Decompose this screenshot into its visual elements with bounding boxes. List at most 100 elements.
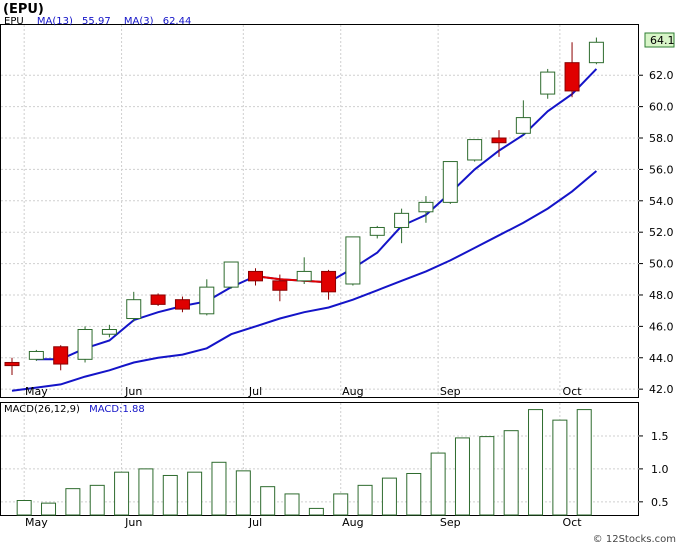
- macd-bar: [16, 500, 32, 516]
- ma3-layer: [36, 68, 598, 361]
- macd-y-tick-label: 1.5: [651, 430, 669, 443]
- price-y-tick-label: 54.0: [649, 195, 674, 208]
- price-y-tick-label: 52.0: [649, 226, 674, 239]
- candle: [248, 268, 263, 286]
- price-y-tick-label: 56.0: [649, 163, 674, 176]
- price-x-tick-label: Oct: [563, 385, 583, 398]
- price-x-tick-label: Sep: [440, 385, 461, 398]
- macd-bar: [89, 484, 105, 516]
- candle-layer: [4, 37, 604, 376]
- macd-bar: [357, 484, 373, 516]
- legend-ma13-value: 55.97: [82, 16, 111, 27]
- price-x-axis: May Jun Jul Aug Sep Oct: [25, 385, 582, 398]
- candle-body-up: [394, 212, 410, 228]
- legend-ticker: EPU: [4, 16, 24, 27]
- legend-ma3-label: MA(3): [124, 16, 154, 27]
- last-price-value: 64.1: [650, 34, 675, 47]
- candle: [296, 257, 312, 284]
- candle-body-up: [540, 71, 556, 95]
- macd-value: MACD:1.88: [89, 404, 145, 415]
- macd-y-axis: 0.5 1.0 1.5: [639, 430, 669, 509]
- candle-body-down: [491, 137, 507, 144]
- candle: [53, 345, 69, 371]
- macd-x-tick-label: Sep: [440, 516, 461, 529]
- ma13-line: [11, 170, 598, 392]
- candle-body-up: [515, 117, 531, 134]
- candle: [199, 279, 215, 316]
- candle-body-up: [467, 139, 483, 161]
- candle-body-up: [77, 329, 93, 360]
- candle-body-down: [150, 294, 166, 305]
- candle: [418, 196, 434, 223]
- candle: [588, 37, 604, 65]
- candle-body-up: [442, 161, 458, 203]
- candle: [77, 326, 93, 363]
- candle-body-up: [126, 299, 142, 320]
- candle-body-up: [101, 329, 117, 335]
- last-price-box: [644, 32, 675, 48]
- price-x-tick-label: Jul: [248, 385, 262, 398]
- candle-body-down: [4, 361, 20, 367]
- candle-body-up: [199, 286, 215, 315]
- candle-body-down: [272, 280, 288, 291]
- macd-y-tick-label: 1.0: [651, 463, 669, 476]
- candle: [467, 139, 483, 162]
- candle-body-up: [28, 350, 44, 360]
- macd-bar: [479, 436, 495, 516]
- macd-panel: 0.5 1.0 1.5 May Jun Jul Aug Sep Oct MACD(26,12,…: [0, 402, 669, 529]
- price-panel-frame: [0, 24, 639, 398]
- candle: [515, 100, 531, 135]
- macd-bar: [65, 488, 81, 516]
- candle: [394, 208, 410, 244]
- candle-body-down: [174, 299, 190, 310]
- macd-bar: [41, 502, 57, 516]
- macd-bar: [528, 409, 544, 516]
- candle: [4, 357, 20, 376]
- candle-body-down: [53, 346, 69, 365]
- macd-bar: [162, 474, 178, 516]
- macd-bar: [576, 409, 592, 516]
- macd-bar: [235, 470, 251, 516]
- price-y-tick-label: 62.0: [649, 69, 674, 82]
- candle: [174, 296, 190, 313]
- legend: EPU MA(13) 55.97 MA(3) 62.44: [4, 16, 191, 27]
- macd-x-axis: May Jun Jul Aug Sep Oct: [25, 516, 582, 529]
- candle-body-up: [369, 226, 385, 236]
- macd-bar: [430, 452, 446, 516]
- macd-x-tick-label: Jun: [124, 516, 142, 529]
- price-x-tick-label: Jun: [124, 385, 142, 398]
- macd-x-tick-label: Aug: [342, 516, 363, 529]
- candle-body-up: [345, 236, 361, 285]
- macd-bar: [187, 471, 203, 516]
- macd-label: MACD(26,12,9): [4, 404, 80, 415]
- candle: [345, 236, 361, 286]
- candle-body-down: [248, 270, 263, 282]
- candle: [540, 68, 556, 99]
- candle: [223, 261, 239, 289]
- macd-bars: [16, 409, 592, 516]
- candle-body-up: [588, 41, 604, 64]
- macd-y-tick-label: 0.5: [651, 496, 669, 509]
- last-price-badge: 64.1: [644, 32, 675, 48]
- candle-body-up: [223, 261, 239, 288]
- macd-bar: [284, 493, 300, 516]
- macd-bar: [333, 493, 349, 516]
- price-y-tick-label: 44.0: [649, 352, 674, 365]
- macd-bar: [503, 430, 519, 516]
- candle: [28, 349, 44, 361]
- price-x-tick-label: Aug: [342, 385, 363, 398]
- macd-x-tick-label: May: [25, 516, 48, 529]
- price-panel: 42.0 44.0 46.0 48.0 50.0 52.0 54.0 56.0 58.0 60.0…: [0, 2, 675, 398]
- macd-bar: [552, 419, 568, 516]
- candle: [491, 130, 507, 157]
- legend-ma13-label: MA(13): [37, 16, 73, 27]
- candle: [442, 161, 458, 204]
- ma3-line-segment: [255, 275, 329, 284]
- price-y-axis: 42.0 44.0 46.0 48.0 50.0 52.0 54.0 56.0 58.0 60.0…: [639, 69, 674, 396]
- macd-x-tick-label: Oct: [563, 516, 583, 529]
- candle-body-down: [321, 270, 337, 293]
- ticker-label: (EPU): [3, 2, 44, 17]
- price-grid: [1, 25, 639, 397]
- candle: [272, 274, 288, 302]
